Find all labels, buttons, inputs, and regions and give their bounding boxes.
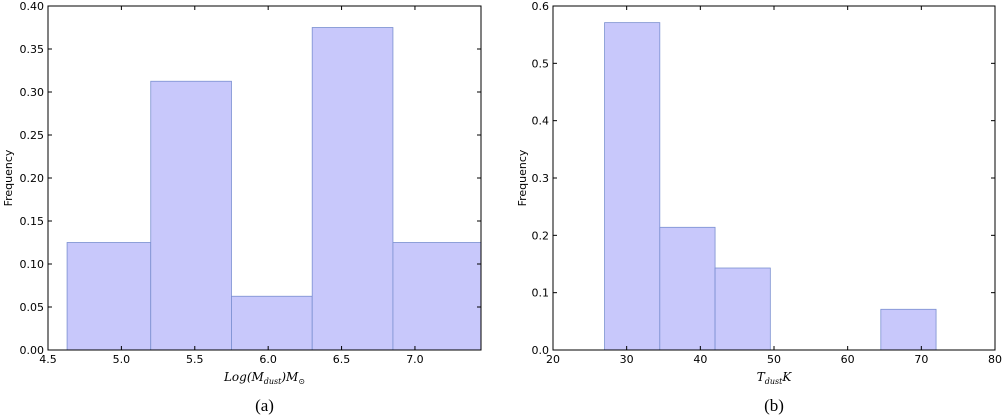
y-tick-label: 0.15 — [20, 215, 45, 228]
histogram-bar — [714, 267, 771, 351]
x-tick-label: 5.5 — [186, 353, 204, 366]
x-tick-label: 70 — [914, 353, 928, 366]
panel-caption: (b) — [764, 396, 784, 415]
x-tick-label: 4.5 — [39, 353, 57, 366]
y-tick-label: 0.1 — [532, 287, 550, 300]
y-tick-label: 0.5 — [532, 57, 550, 70]
x-tick-label: 5.0 — [113, 353, 131, 366]
x-tick-label: 60 — [841, 353, 855, 366]
x-tick-label: 6.0 — [259, 353, 277, 366]
x-tick-label: 7.0 — [406, 353, 424, 366]
panel-caption: (a) — [255, 396, 274, 415]
histogram-bar — [66, 242, 152, 351]
x-axis-label: Log(Mdust)M⊙ — [223, 370, 305, 386]
x-tick-label: 80 — [988, 353, 1002, 366]
y-tick-label: 0.00 — [20, 344, 45, 357]
y-tick-label: 0.10 — [20, 258, 45, 271]
x-tick-label: 20 — [546, 353, 560, 366]
y-tick-label: 0.05 — [20, 301, 45, 314]
y-tick-label: 0.25 — [20, 129, 45, 142]
x-tick-label: 30 — [620, 353, 634, 366]
x-tick-label: 40 — [693, 353, 707, 366]
y-tick-label: 0.20 — [20, 172, 45, 185]
histogram-bar — [392, 242, 482, 351]
histogram-bar — [880, 308, 937, 351]
x-tick-label: 6.5 — [333, 353, 351, 366]
y-tick-label: 0.3 — [532, 172, 550, 185]
histogram-panel-b: 20 30 40 50 60 70 80 0.0 0.1 0.2 0.3 0.4 0.5 0.6 Frequ… — [516, 0, 1002, 415]
x-axis-label: TdustK — [757, 370, 793, 386]
y-tick-label: 0.2 — [532, 229, 550, 242]
y-tick-label: 0.4 — [532, 115, 550, 128]
x-tick-label: 50 — [767, 353, 781, 366]
y-tick-label: 0.0 — [532, 344, 550, 357]
y-tick-label: 0.30 — [20, 86, 45, 99]
y-tick-label: 0.40 — [20, 0, 45, 13]
histogram-bar — [659, 226, 716, 351]
y-axis-label: Frequency — [516, 149, 529, 206]
histogram-panel-a: 4.5 5.0 5.5 6.0 6.5 7.0 0.00 0.05 0.10 0.15 0.20 0.… — [2, 0, 482, 415]
histogram-bar — [150, 80, 232, 351]
histogram-bar — [231, 295, 313, 351]
histogram-bar — [604, 22, 661, 351]
histogram-bar — [311, 27, 394, 351]
y-tick-label: 0.6 — [532, 0, 550, 13]
y-tick-label: 0.35 — [20, 43, 45, 56]
y-axis-label: Frequency — [2, 149, 15, 206]
